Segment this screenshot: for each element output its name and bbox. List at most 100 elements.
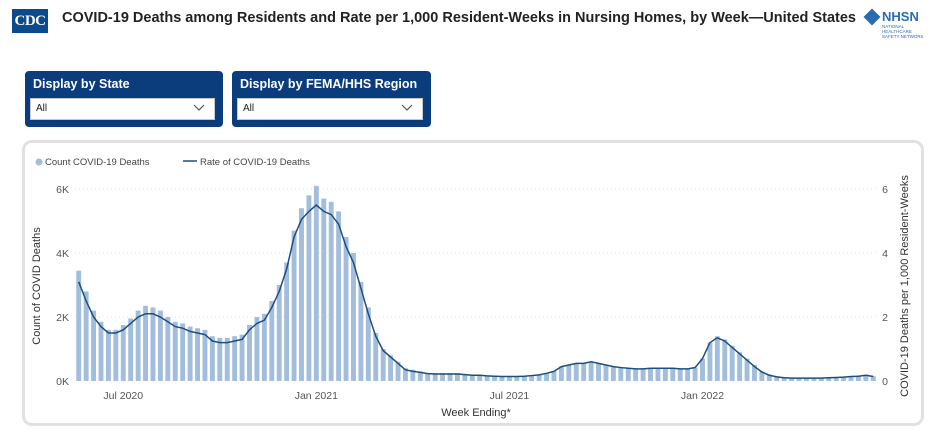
bar[interactable] <box>610 366 616 381</box>
bar[interactable] <box>744 358 750 381</box>
bar[interactable] <box>662 368 668 381</box>
bar[interactable] <box>670 368 676 381</box>
bar[interactable] <box>150 307 156 381</box>
bar[interactable] <box>536 374 542 381</box>
bar[interactable] <box>625 368 631 381</box>
bar[interactable] <box>677 368 683 381</box>
bar[interactable] <box>403 368 408 381</box>
bar[interactable] <box>98 321 104 381</box>
bar[interactable] <box>685 368 691 381</box>
bar[interactable] <box>261 313 267 381</box>
bar[interactable] <box>633 368 639 381</box>
bar[interactable] <box>358 281 364 381</box>
bar[interactable] <box>581 363 587 381</box>
bar[interactable] <box>811 377 817 381</box>
bar[interactable] <box>417 371 423 381</box>
bar[interactable] <box>648 368 653 381</box>
bar[interactable] <box>224 337 230 381</box>
bar[interactable] <box>781 377 787 381</box>
bar[interactable] <box>506 376 512 381</box>
bar[interactable] <box>83 291 89 381</box>
bar[interactable] <box>328 201 334 381</box>
bar[interactable] <box>826 377 832 381</box>
bar[interactable] <box>848 376 854 381</box>
bar[interactable] <box>440 373 446 381</box>
bar[interactable] <box>321 198 327 381</box>
bar[interactable] <box>692 367 698 381</box>
bar[interactable] <box>284 262 290 381</box>
bar[interactable] <box>365 307 371 381</box>
bar[interactable] <box>818 377 824 381</box>
bar[interactable] <box>789 377 795 381</box>
bar[interactable] <box>588 361 594 381</box>
bar[interactable] <box>596 363 601 381</box>
bar[interactable] <box>432 373 438 381</box>
bar[interactable] <box>469 374 475 381</box>
bar[interactable] <box>514 376 520 381</box>
bar[interactable] <box>499 376 505 381</box>
bar[interactable] <box>551 371 557 381</box>
bar[interactable] <box>105 329 111 381</box>
bar[interactable] <box>722 339 728 381</box>
bar[interactable] <box>76 270 82 381</box>
bar[interactable] <box>239 334 245 381</box>
bar[interactable] <box>425 373 431 381</box>
bar[interactable] <box>447 373 453 381</box>
bar[interactable] <box>477 374 483 381</box>
bar[interactable] <box>180 323 186 381</box>
bar[interactable] <box>128 318 134 381</box>
bar[interactable] <box>120 325 126 381</box>
bar[interactable] <box>195 328 200 381</box>
bar[interactable] <box>351 253 356 381</box>
bar[interactable] <box>172 321 178 381</box>
bar[interactable] <box>484 375 490 381</box>
bar[interactable] <box>804 377 809 381</box>
bar[interactable] <box>492 375 498 381</box>
bar[interactable] <box>373 333 379 381</box>
bar[interactable] <box>410 369 416 381</box>
region-dropdown[interactable]: All <box>237 98 423 120</box>
bar[interactable] <box>640 368 646 381</box>
bar[interactable] <box>870 376 876 381</box>
bar[interactable] <box>841 376 847 381</box>
bar[interactable] <box>729 345 735 381</box>
bar[interactable] <box>529 375 535 381</box>
bar[interactable] <box>313 185 319 381</box>
bar[interactable] <box>766 374 772 381</box>
bar[interactable] <box>454 373 460 381</box>
bar[interactable] <box>714 336 720 381</box>
bar[interactable] <box>157 310 163 381</box>
bar[interactable] <box>202 329 208 381</box>
bar[interactable] <box>165 317 171 381</box>
bar[interactable] <box>217 337 223 381</box>
bar[interactable] <box>276 285 282 381</box>
bar[interactable] <box>737 352 743 381</box>
bar[interactable] <box>113 329 119 381</box>
bar[interactable] <box>299 208 304 381</box>
bar[interactable] <box>91 310 97 381</box>
bar[interactable] <box>135 310 141 381</box>
bar[interactable] <box>336 211 342 381</box>
bar[interactable] <box>388 355 394 381</box>
bar[interactable] <box>707 342 713 381</box>
bar[interactable] <box>774 376 780 381</box>
bar[interactable] <box>618 367 624 381</box>
bar[interactable] <box>254 317 260 381</box>
bar[interactable] <box>306 195 312 381</box>
bar[interactable] <box>700 358 705 381</box>
bar[interactable] <box>269 301 275 381</box>
state-dropdown[interactable]: All <box>30 98 215 120</box>
bar[interactable] <box>209 336 215 381</box>
bar[interactable] <box>863 374 869 381</box>
bar[interactable] <box>558 366 564 381</box>
bar[interactable] <box>566 365 572 381</box>
bar[interactable] <box>462 373 468 381</box>
bar[interactable] <box>796 377 802 381</box>
bar[interactable] <box>247 325 252 381</box>
bar[interactable] <box>232 336 238 381</box>
bar[interactable] <box>187 326 193 381</box>
bar[interactable] <box>833 377 839 381</box>
bar[interactable] <box>521 375 527 381</box>
bar[interactable] <box>752 365 757 381</box>
bar[interactable] <box>655 368 661 381</box>
